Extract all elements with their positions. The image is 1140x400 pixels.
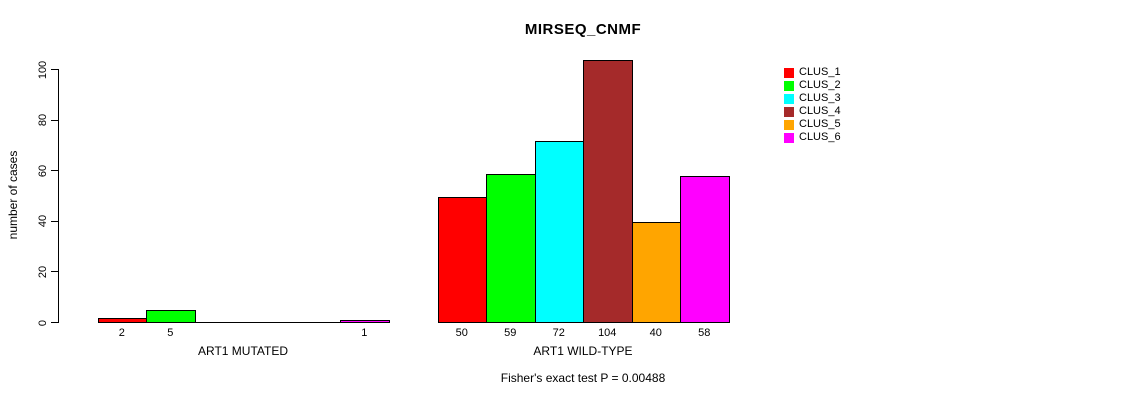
legend-swatch-CLUS_5 bbox=[784, 119, 794, 130]
bar-CLUS_6 bbox=[340, 320, 390, 323]
y-tick bbox=[51, 119, 58, 121]
legend-label-CLUS_4: CLUS_4 bbox=[799, 105, 841, 117]
legend-label-CLUS_6: CLUS_6 bbox=[799, 131, 841, 143]
y-tick-label: 40 bbox=[37, 215, 49, 228]
bar-value-label: 40 bbox=[649, 327, 662, 339]
x-group-label: ART1 MUTATED bbox=[197, 344, 288, 358]
y-tick bbox=[51, 170, 58, 172]
y-tick bbox=[51, 322, 58, 323]
group-baseline bbox=[97, 322, 390, 323]
legend-swatch-CLUS_6 bbox=[784, 132, 794, 143]
legend-swatch-CLUS_3 bbox=[784, 93, 794, 104]
y-tick-label: 80 bbox=[37, 113, 49, 127]
bar-value-label: 2 bbox=[118, 327, 125, 339]
x-group-label: ART1 WILD-TYPE bbox=[533, 344, 633, 358]
y-axis-label: number of cases bbox=[6, 150, 20, 240]
legend-label-CLUS_1: CLUS_1 bbox=[799, 66, 841, 78]
legend-row: CLUS_4 bbox=[784, 105, 841, 118]
bar-value-label: 104 bbox=[598, 327, 617, 339]
bar-value-label: 5 bbox=[167, 327, 174, 339]
bar-value-label: 72 bbox=[552, 327, 565, 339]
chart-title: MIRSEQ_CNMF bbox=[524, 21, 642, 38]
bar-value-label: 50 bbox=[455, 327, 468, 339]
y-tick-label: 100 bbox=[37, 60, 49, 79]
legend-label-CLUS_2: CLUS_2 bbox=[799, 79, 841, 91]
legend-label-CLUS_3: CLUS_3 bbox=[799, 92, 841, 104]
legend-row: CLUS_3 bbox=[784, 92, 841, 105]
bar-value-label: 1 bbox=[361, 327, 368, 339]
bar-value-label: 59 bbox=[504, 327, 517, 339]
y-tick-label: 60 bbox=[37, 164, 49, 177]
bar-CLUS_2 bbox=[146, 310, 196, 323]
bar-CLUS_1 bbox=[97, 318, 147, 323]
legend-row: CLUS_1 bbox=[784, 66, 841, 79]
legend-swatch-CLUS_2 bbox=[784, 80, 794, 91]
legend-row: CLUS_5 bbox=[784, 118, 841, 131]
y-tick bbox=[51, 220, 58, 222]
legend-label-CLUS_5: CLUS_5 bbox=[799, 118, 841, 130]
bar-CLUS_5 bbox=[631, 222, 681, 323]
y-axis-line bbox=[58, 69, 59, 323]
y-tick bbox=[51, 69, 58, 70]
legend-swatch-CLUS_4 bbox=[784, 106, 794, 117]
legend-row: CLUS_6 bbox=[784, 131, 841, 144]
bar-CLUS_6 bbox=[680, 176, 730, 323]
y-tick bbox=[51, 271, 58, 273]
legend-row: CLUS_2 bbox=[784, 79, 841, 92]
bar-CLUS_2 bbox=[486, 174, 536, 323]
y-tick-label: 20 bbox=[37, 265, 49, 279]
annotation-text: Fisher's exact test P = 0.00488 bbox=[500, 371, 666, 385]
bar-CLUS_3 bbox=[534, 141, 584, 323]
bar-CLUS_4 bbox=[583, 60, 633, 323]
y-tick-label: 0 bbox=[37, 319, 49, 326]
legend: CLUS_1 CLUS_2 CLUS_3 CLUS_4 CLUS_5 CLUS_6 bbox=[784, 66, 841, 144]
legend-swatch-CLUS_1 bbox=[784, 67, 794, 78]
bar-CLUS_1 bbox=[437, 197, 487, 323]
bar-value-label: 58 bbox=[698, 327, 711, 339]
